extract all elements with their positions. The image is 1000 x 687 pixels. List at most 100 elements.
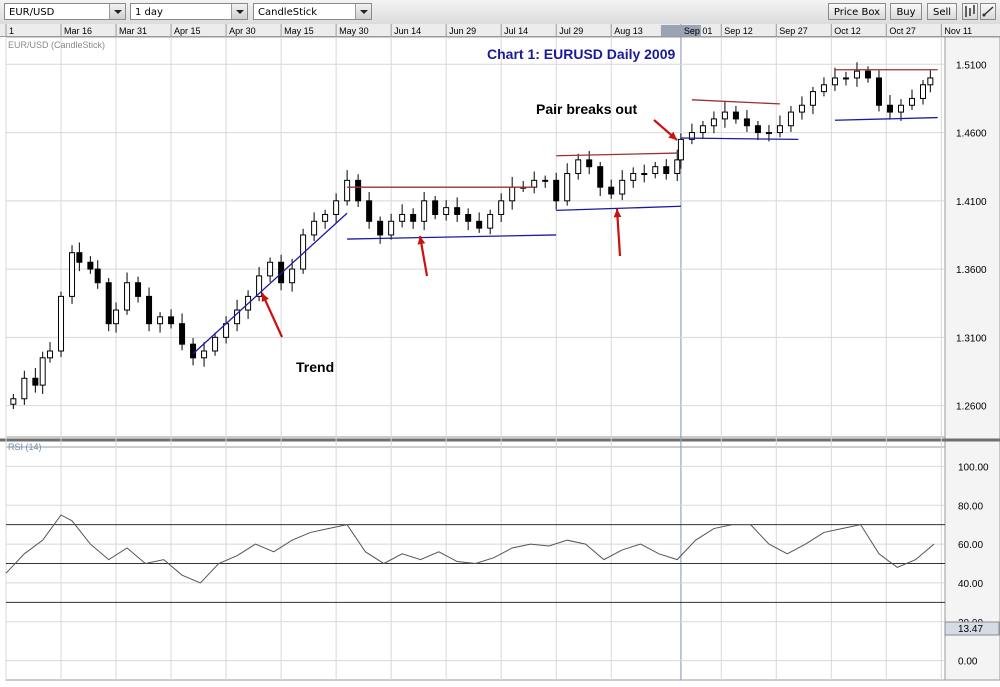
- buy-button[interactable]: Buy: [890, 3, 922, 20]
- rsi-plot: [5, 514, 935, 584]
- support-line: [680, 137, 799, 141]
- candle-body: [798, 104, 805, 113]
- candle-body: [366, 200, 373, 222]
- period-select[interactable]: 1 day: [130, 3, 248, 20]
- rsi-panel-label: RSI (14): [8, 442, 42, 452]
- date-axis-ticks: 1 Mar 16 Mar 31 Apr 15 Apr 30 May 15 May 30 Jun…: [5, 24, 972, 36]
- x-tick-label: Mar 31: [119, 26, 147, 36]
- rsi-tick-label: 60.00: [958, 540, 983, 551]
- candle-body: [677, 138, 684, 161]
- candle-body: [135, 282, 142, 297]
- trend-line: [192, 212, 348, 355]
- candle-body: [564, 173, 571, 202]
- y-tick-label: 1.4100: [956, 197, 987, 208]
- candle-body: [333, 200, 340, 215]
- support-line: [556, 205, 681, 212]
- candle-body: [842, 77, 849, 80]
- candle-body: [820, 84, 827, 93]
- candle-body: [476, 220, 483, 229]
- candle-body: [531, 179, 538, 188]
- candle-body: [410, 213, 417, 222]
- chart-type-icon[interactable]: [962, 3, 978, 20]
- x-tick-label: Jul 14: [504, 26, 528, 36]
- x-tick-label: Sep 27: [779, 26, 808, 36]
- symbol-value: EUR/USD: [9, 7, 55, 18]
- candle-body: [256, 275, 263, 297]
- sell-button[interactable]: Sell: [927, 3, 957, 20]
- candle-body: [630, 173, 637, 181]
- trend-label: Trend: [296, 359, 334, 375]
- candle-body: [94, 268, 101, 284]
- chart-title: Chart 1: EURUSD Daily 2009: [487, 46, 676, 62]
- chevron-down-icon[interactable]: [355, 4, 371, 19]
- y-tick-label: 1.3600: [956, 265, 987, 276]
- candle-body: [58, 295, 65, 352]
- candle-body: [754, 125, 761, 134]
- candle-body: [421, 200, 428, 222]
- candle-body: [32, 377, 39, 386]
- candle-body: [432, 200, 439, 215]
- candle-body: [652, 166, 659, 175]
- candle-body: [113, 309, 120, 325]
- candle-body: [919, 84, 926, 99]
- candle-body: [732, 111, 739, 120]
- x-tick-label: Apr 15: [174, 26, 201, 36]
- rsi-current-value-box: [944, 621, 1000, 636]
- candle-body: [710, 118, 717, 127]
- candle-body: [487, 213, 494, 229]
- support-line: [834, 116, 938, 121]
- annotations: [260, 119, 678, 338]
- candle-body: [76, 252, 83, 263]
- candle-body: [146, 295, 153, 325]
- chevron-down-icon[interactable]: [109, 4, 125, 19]
- symbol-select[interactable]: EUR/USD: [4, 3, 126, 20]
- arrow-head: [261, 293, 269, 302]
- current-date-highlight: [660, 25, 701, 36]
- candle-body: [743, 118, 750, 127]
- candle-body: [322, 213, 329, 222]
- chart-style-select[interactable]: CandleStick: [253, 3, 372, 20]
- x-tick-label: Sep 12: [724, 26, 753, 36]
- candle-body: [377, 220, 384, 236]
- candle-body: [875, 77, 882, 106]
- x-tick-label: Mar 16: [64, 26, 92, 36]
- x-tick-label: Nov 11: [944, 26, 972, 36]
- price-panel-label: EUR/USD (CandleStick): [8, 40, 105, 50]
- rsi-current-value: 13.47: [958, 624, 983, 635]
- candle-body: [87, 261, 94, 270]
- candle-body: [575, 159, 582, 175]
- x-tick-label: 1: [9, 26, 14, 36]
- rsi-tick-label: 100.00: [958, 462, 989, 473]
- x-tick-label: Sep 01: [684, 26, 713, 36]
- candle-body: [454, 207, 461, 215]
- candle-body: [344, 179, 351, 202]
- candle-body: [721, 111, 728, 120]
- y-tick-label: 1.5100: [956, 60, 987, 71]
- candle-body: [10, 398, 17, 405]
- arrow-head: [613, 209, 622, 218]
- candle-body: [674, 159, 681, 175]
- candle-body: [586, 159, 593, 168]
- candle-body: [399, 213, 406, 222]
- candle-body: [553, 179, 560, 202]
- drawing-tools-icon[interactable]: [980, 3, 996, 20]
- price-box-button[interactable]: Price Box: [828, 3, 886, 20]
- y-tick-label: 1.3100: [956, 333, 987, 344]
- candle-body: [908, 97, 915, 106]
- x-tick-label: May 15: [284, 26, 314, 36]
- candle-body: [69, 252, 76, 297]
- candle-body: [509, 186, 516, 202]
- chart-style-value: CandleStick: [258, 7, 318, 18]
- candle-body: [864, 70, 871, 79]
- candle-body: [699, 125, 706, 134]
- candle-body: [641, 173, 648, 176]
- x-tick-label: Jun 14: [394, 26, 421, 36]
- candle-body: [853, 70, 860, 79]
- channel-lines: [192, 69, 938, 355]
- candle-body: [300, 234, 307, 270]
- chevron-down-icon[interactable]: [231, 4, 247, 19]
- candle-body: [105, 282, 112, 325]
- rsi-line: [5, 514, 935, 584]
- toolbar: EUR/USD 1 day CandleStick Price Box Buy …: [0, 0, 1000, 25]
